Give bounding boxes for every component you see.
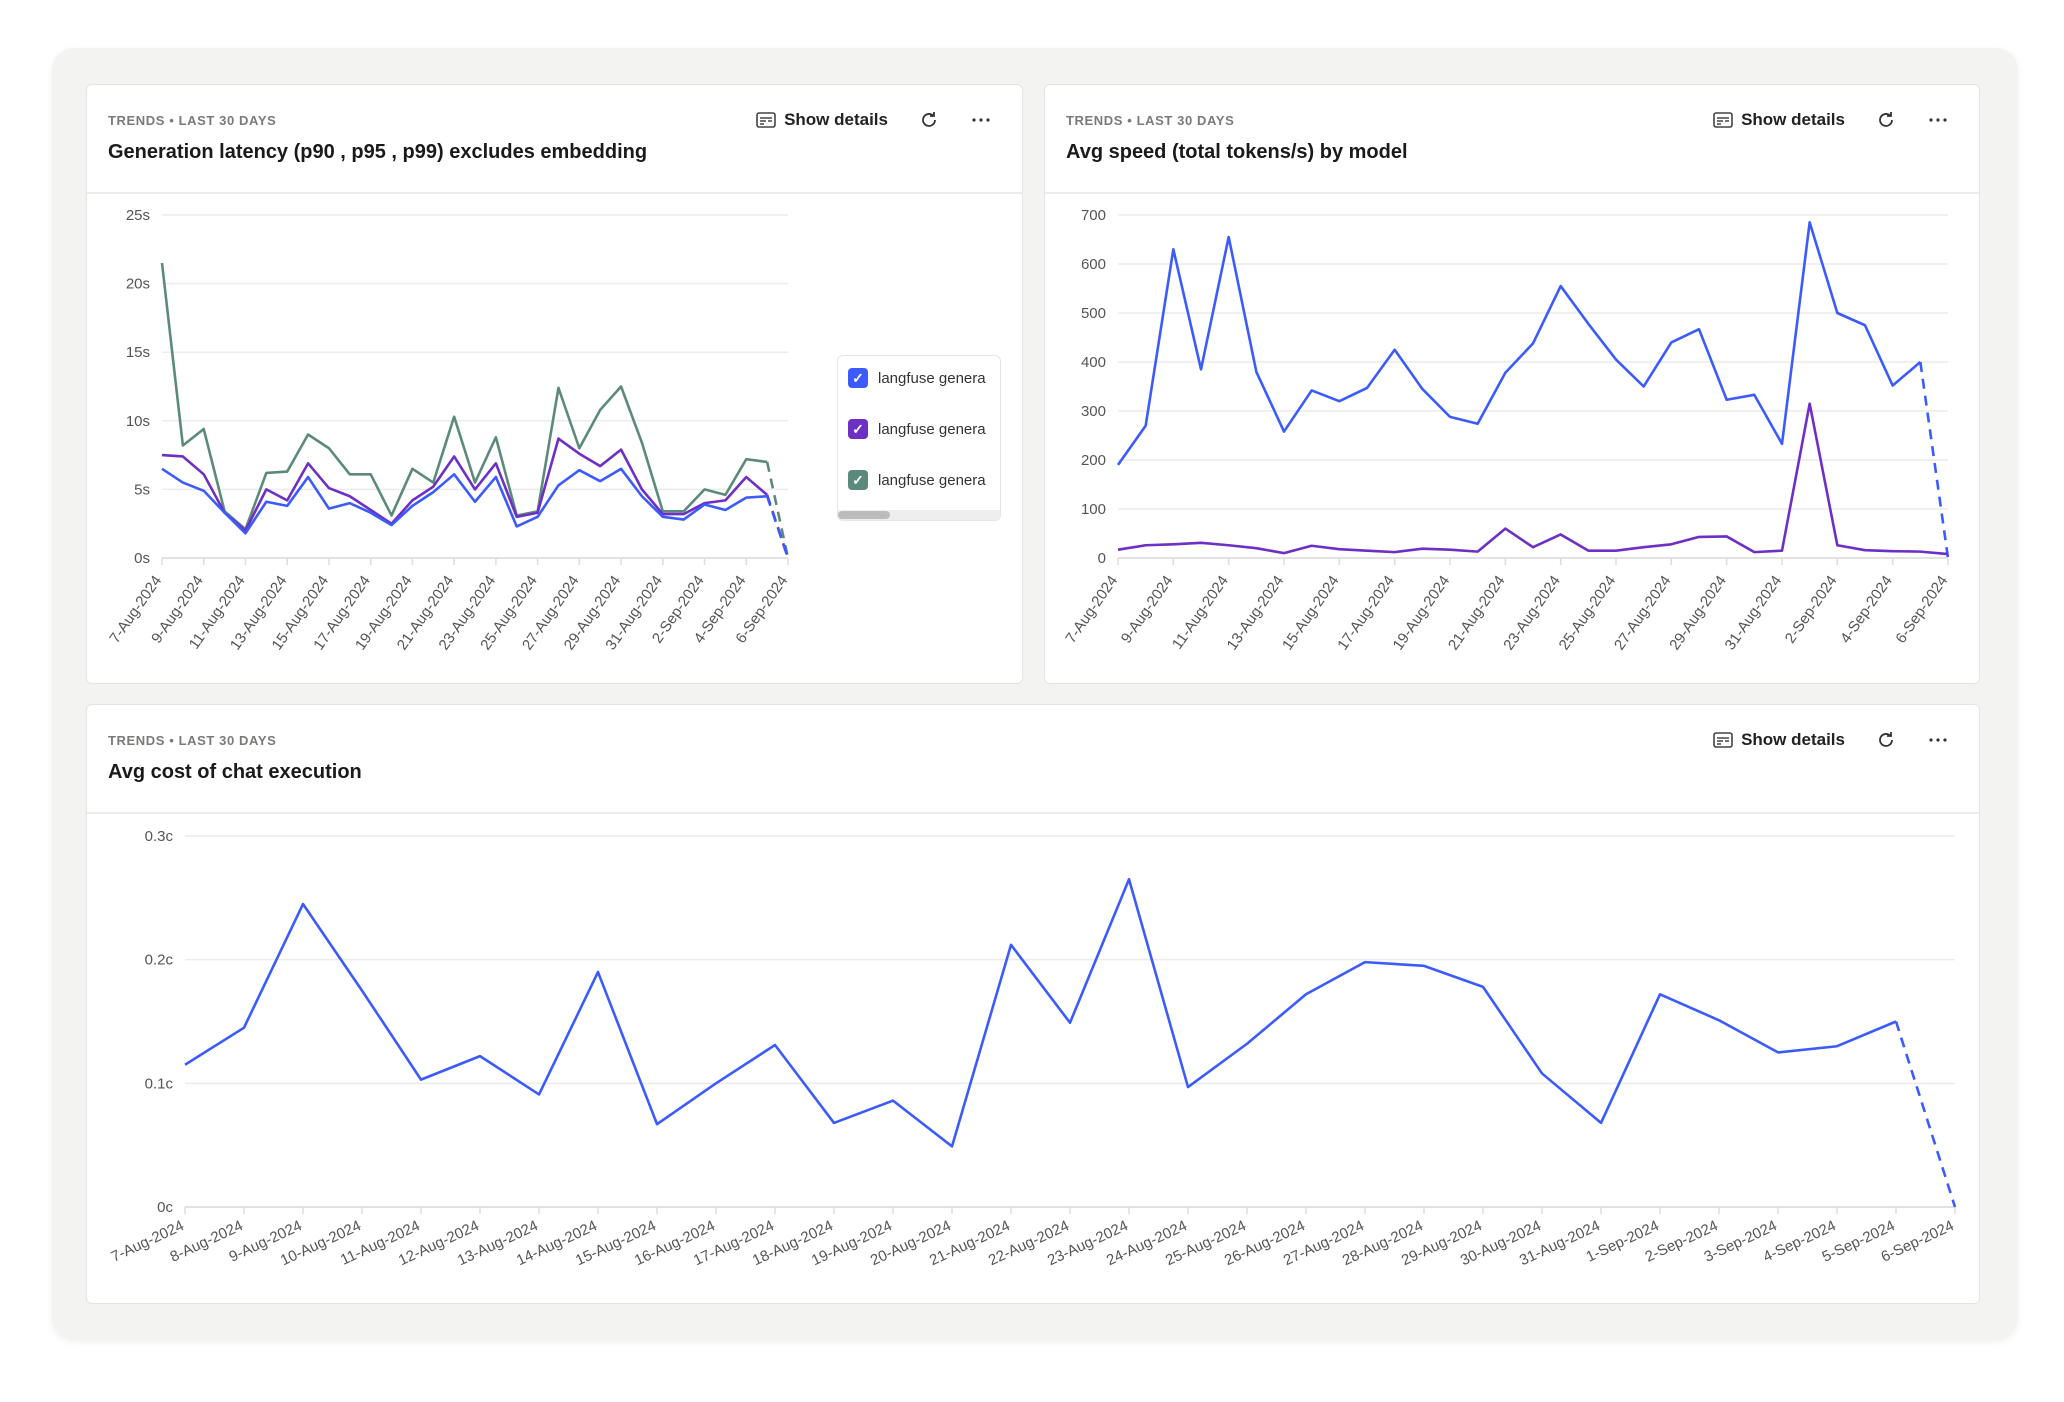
y-tick-label: 200	[1081, 452, 1106, 469]
legend-scrollbar[interactable]	[838, 510, 1000, 520]
x-tick-label: 25-Aug-2024	[1556, 573, 1620, 654]
show-details-label: Show details	[1741, 730, 1845, 749]
latency-chart: 0s5s10s15s20s25s7-Aug-20249-Aug-202411-A…	[106, 207, 791, 653]
x-tick-label: 23-Aug-2024	[1500, 573, 1564, 654]
show-details-button[interactable]: Show details	[1712, 109, 1845, 131]
chart-legend: ✓ langfuse genera ✓ langfuse genera ✓ langf…	[837, 355, 1001, 521]
y-tick-label: 0c	[157, 1199, 173, 1216]
card-title: Generation latency (p90 , p95 , p99) exc…	[108, 141, 648, 163]
details-icon	[1713, 112, 1733, 128]
series-dashed-segment	[1894, 1021, 1957, 1208]
x-tick-label: 11-Aug-2024	[1169, 573, 1232, 653]
x-tick-label: 15-Aug-2024	[1279, 573, 1343, 654]
y-tick-label: 25s	[126, 207, 150, 224]
series-line	[161, 437, 768, 532]
series-line	[161, 467, 768, 535]
card-actions: Show details	[1712, 109, 1949, 131]
x-tick-label: 17-Aug-2024	[1334, 573, 1398, 654]
more-icon[interactable]	[970, 109, 992, 131]
latency-card: TRENDS • LAST 30 DAYS Generation latency…	[86, 84, 1023, 684]
refresh-icon[interactable]	[1875, 109, 1897, 131]
speed-chart: 0 100 200 300 400 500 600 700 7-Aug-20249-Aug-20…	[1062, 207, 1951, 654]
series-line	[160, 262, 768, 531]
y-tick-label: 0.2c	[145, 952, 174, 969]
more-icon[interactable]	[1927, 729, 1949, 751]
y-tick-label: 400	[1081, 354, 1106, 371]
y-tick-label: 0s	[134, 550, 150, 567]
legend-item[interactable]: ✓ langfuse genera	[848, 470, 986, 490]
show-details-button[interactable]: Show details	[755, 109, 888, 131]
y-tick-label: 20s	[126, 276, 150, 293]
show-details-label: Show details	[1741, 110, 1845, 129]
scrollbar-thumb[interactable]	[838, 511, 890, 519]
card-title: Avg speed (total tokens/s) by model	[1066, 141, 1408, 163]
card-header: TRENDS • LAST 30 DAYS Generation latency…	[87, 85, 1022, 194]
checkbox-icon[interactable]: ✓	[848, 470, 868, 490]
x-tick-label: 7-Aug-2024	[1062, 573, 1121, 647]
x-tick-label: 9-Aug-2024	[1118, 573, 1177, 647]
y-tick-label: 600	[1081, 256, 1106, 273]
y-tick-label: 5s	[134, 481, 150, 498]
card-title: Avg cost of chat execution	[108, 761, 362, 783]
legend-item[interactable]: ✓ langfuse genera	[848, 368, 986, 388]
more-icon[interactable]	[1927, 109, 1949, 131]
y-tick-label: 500	[1081, 305, 1106, 322]
y-tick-label: 0	[1098, 550, 1106, 567]
details-icon	[1713, 732, 1733, 748]
series-line	[1116, 221, 1922, 466]
legend-label: langfuse genera	[878, 471, 986, 489]
card-eyebrow: TRENDS • LAST 30 DAYS	[1066, 113, 1235, 128]
x-tick-label: 19-Aug-2024	[1390, 573, 1454, 654]
show-details-button[interactable]: Show details	[1712, 729, 1845, 751]
legend-item[interactable]: ✓ langfuse genera	[848, 419, 986, 439]
x-tick-label: 2-Sep-2024	[1782, 573, 1841, 647]
x-tick-label: 31-Aug-2024	[1722, 573, 1786, 654]
speed-card: TRENDS • LAST 30 DAYS Avg speed (total t…	[1044, 84, 1980, 684]
card-header: TRENDS • LAST 30 DAYS Avg speed (total t…	[1045, 85, 1979, 194]
card-actions: Show details	[1712, 729, 1949, 751]
y-tick-label: 300	[1081, 403, 1106, 420]
series-dashed-segment	[765, 495, 790, 559]
legend-label: langfuse genera	[878, 369, 986, 387]
show-details-label: Show details	[784, 110, 888, 129]
cost-chart: 0c0.1c0.2c0.3c7-Aug-20248-Aug-20249-Aug-…	[108, 828, 1957, 1269]
x-tick-label: 29-Aug-2024	[1666, 573, 1730, 654]
checkbox-icon[interactable]: ✓	[848, 419, 868, 439]
x-tick-label: 6-Sep-2024	[1892, 573, 1951, 647]
y-tick-label: 0.3c	[145, 828, 174, 845]
series-dashed-segment	[765, 461, 790, 559]
x-tick-label: 4-Sep-2024	[1837, 573, 1896, 647]
refresh-icon[interactable]	[1875, 729, 1897, 751]
series-line	[1117, 402, 1949, 556]
details-icon	[756, 112, 776, 128]
cost-card: TRENDS • LAST 30 DAYS Avg cost of chat e…	[86, 704, 1980, 1304]
x-tick-label: 21-Aug-2024	[1445, 573, 1509, 654]
refresh-icon[interactable]	[918, 109, 940, 131]
card-eyebrow: TRENDS • LAST 30 DAYS	[108, 113, 277, 128]
y-tick-label: 0.1c	[145, 1075, 174, 1092]
card-header: TRENDS • LAST 30 DAYS Avg cost of chat e…	[87, 705, 1979, 814]
legend-label: langfuse genera	[878, 420, 986, 438]
y-tick-label: 700	[1081, 207, 1106, 224]
card-eyebrow: TRENDS • LAST 30 DAYS	[108, 733, 277, 748]
series-line	[184, 877, 1897, 1148]
x-tick-label: 27-Aug-2024	[1611, 573, 1675, 654]
y-tick-label: 10s	[126, 413, 150, 430]
checkbox-icon[interactable]: ✓	[848, 368, 868, 388]
x-tick-label: 13-Aug-2024	[1224, 573, 1288, 654]
card-actions: Show details	[755, 109, 992, 131]
y-tick-label: 100	[1081, 501, 1106, 518]
y-tick-label: 15s	[126, 344, 150, 361]
